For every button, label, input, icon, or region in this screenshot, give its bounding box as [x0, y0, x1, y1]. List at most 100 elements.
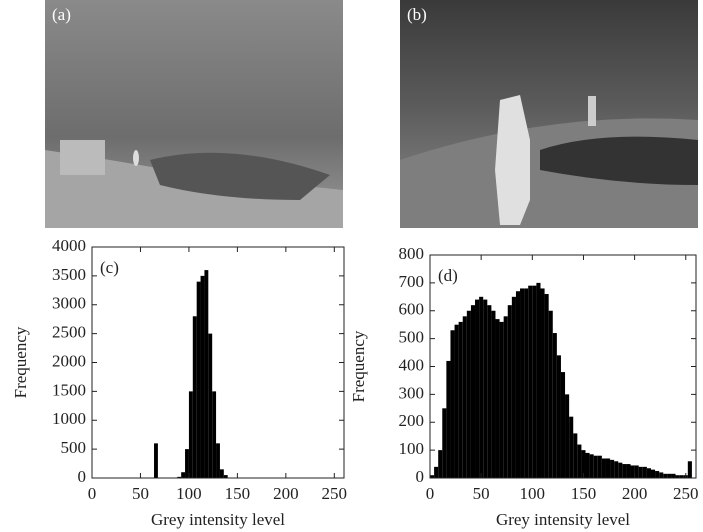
bar [675, 475, 680, 478]
y-tick-label: 200 [399, 411, 425, 430]
bar [177, 476, 182, 478]
bar [487, 305, 492, 478]
bar [556, 355, 561, 478]
bar [524, 288, 529, 478]
panel-label: (d) [438, 266, 458, 285]
y-tick-label: 500 [61, 438, 87, 457]
bar [212, 391, 217, 478]
x-tick-label: 50 [132, 484, 149, 503]
y-tick-label: 100 [399, 439, 425, 458]
bar [223, 475, 228, 478]
bar [466, 310, 471, 478]
bar [585, 452, 590, 478]
bar [622, 464, 627, 478]
y-axis-title: Frequency [349, 330, 368, 402]
y-tick-label: 700 [399, 272, 425, 291]
bar [655, 471, 660, 478]
bar [581, 450, 586, 478]
x-tick-label: 200 [273, 484, 299, 503]
bar [573, 433, 578, 478]
y-tick-label: 2000 [52, 351, 86, 370]
bar [450, 330, 455, 478]
bar [663, 473, 668, 478]
bar [618, 462, 623, 478]
bar [204, 270, 209, 478]
bar [520, 288, 525, 478]
bar [565, 394, 570, 478]
bar [462, 316, 467, 478]
x-tick-label: 50 [473, 484, 490, 503]
bar [181, 472, 186, 478]
bar [687, 461, 692, 478]
bar [483, 299, 488, 478]
x-tick-label: 250 [673, 484, 699, 503]
x-tick-label: 100 [176, 484, 202, 503]
y-tick-label: 0 [416, 467, 425, 486]
bar [577, 444, 582, 478]
y-tick-label: 1000 [52, 409, 86, 428]
image-a: (a) [45, 0, 343, 228]
bar [552, 333, 557, 478]
bar [507, 305, 512, 478]
bar [446, 360, 451, 478]
x-tick-label: 100 [520, 484, 546, 503]
bar [479, 296, 484, 478]
y-axis-title: Frequency [11, 326, 30, 398]
y-tick-label: 1500 [52, 380, 86, 399]
bar [528, 285, 533, 478]
bar [597, 455, 602, 478]
bar [589, 454, 594, 478]
y-tick-label: 800 [399, 244, 425, 263]
bar [188, 391, 193, 478]
bar [495, 319, 500, 478]
image-b: (b) [400, 0, 698, 228]
bar [560, 372, 566, 478]
y-tick-label: 3000 [52, 294, 86, 313]
y-tick-label: 4000 [52, 236, 86, 255]
bar [458, 321, 463, 478]
bar [650, 469, 656, 478]
bar [216, 443, 220, 478]
bar [614, 461, 619, 478]
bar [154, 443, 158, 478]
bar [438, 450, 443, 478]
bar [610, 459, 615, 478]
bar [442, 408, 447, 478]
bar [470, 305, 476, 478]
bar [532, 285, 537, 478]
bar [605, 458, 611, 478]
bar [511, 296, 516, 478]
bar [499, 321, 504, 478]
bar [671, 473, 676, 478]
bar [659, 472, 664, 478]
y-tick-label: 2500 [52, 323, 86, 342]
x-axis-title: Grey intensity level [151, 510, 285, 529]
panel-label: (c) [100, 258, 119, 277]
y-tick-label: 0 [78, 467, 87, 486]
bar [642, 466, 647, 478]
image-label: (b) [407, 5, 427, 24]
bar [454, 324, 459, 478]
bar [536, 282, 541, 478]
bar [679, 475, 684, 478]
x-tick-label: 200 [622, 484, 648, 503]
bar [540, 288, 545, 478]
bar [219, 469, 224, 478]
x-tick-label: 0 [88, 484, 97, 503]
x-axis-title: Grey intensity level [496, 510, 630, 529]
bar [434, 466, 439, 478]
bar [196, 281, 201, 478]
bar [544, 294, 549, 478]
y-tick-label: 400 [399, 355, 425, 374]
bar [646, 468, 651, 478]
bar [430, 475, 435, 478]
bar [626, 464, 631, 478]
bar [491, 310, 496, 478]
x-tick-label: 150 [571, 484, 597, 503]
y-tick-label: 3500 [52, 265, 86, 284]
bar [475, 299, 480, 478]
bar [630, 465, 635, 478]
bar [185, 449, 189, 478]
bar [548, 310, 553, 478]
y-tick-label: 500 [399, 328, 425, 347]
